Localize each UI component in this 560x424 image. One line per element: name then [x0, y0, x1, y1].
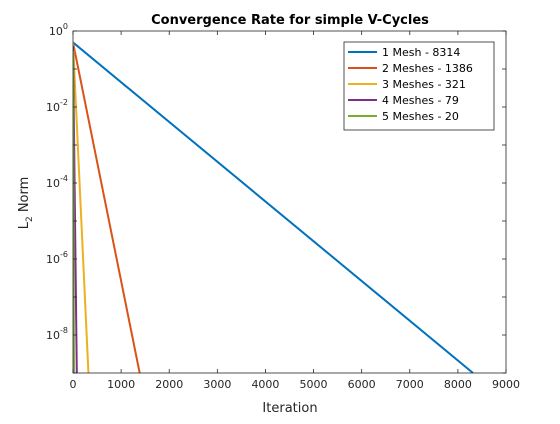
y-tick-label: 10-6 — [46, 250, 68, 266]
y-axis-label-rest: Norm — [17, 177, 32, 217]
y-axis-label-subscript: 2 — [25, 216, 35, 222]
axis-ticks: 0 1000 2000 3000 4000 5000 6000 7000 8000 9000 10-… — [46, 22, 520, 391]
legend-entry-1: 1 Mesh - 8314 — [382, 46, 460, 59]
legend-entry-4: 4 Meshes - 79 — [382, 94, 459, 107]
x-tick-label: 2000 — [155, 378, 183, 391]
axes-box — [72, 30, 507, 374]
x-tick-label: 7000 — [396, 378, 424, 391]
x-tick-label: 1000 — [107, 378, 135, 391]
legend: 1 Mesh - 8314 2 Meshes - 1386 3 Meshes - 3… — [343, 41, 495, 131]
x-tick-label: 6000 — [348, 378, 376, 391]
x-tick-label: 0 — [70, 378, 77, 391]
x-axis-label: Iteration — [262, 401, 317, 416]
legend-entry-2: 2 Meshes - 1386 — [382, 62, 473, 75]
chart-title: Convergence Rate for simple V-Cycles — [151, 13, 429, 28]
x-tick-label: 4000 — [251, 378, 279, 391]
x-tick-label: 8000 — [444, 378, 472, 391]
legend-entry-5: 5 Meshes - 20 — [382, 110, 459, 123]
x-tick-label: 5000 — [300, 378, 328, 391]
legend-entry-3: 3 Meshes - 321 — [382, 78, 466, 91]
series-line-3 — [73, 42, 90, 373]
x-tick-label: 9000 — [492, 378, 520, 391]
y-axis-label: L2 Norm — [17, 177, 35, 230]
series-line-2 — [73, 42, 141, 373]
y-tick-label: 10-2 — [46, 98, 68, 114]
x-tick-label: 3000 — [203, 378, 231, 391]
y-axis-label-main: L — [17, 221, 32, 229]
series-lines — [73, 41, 474, 373]
y-tick-label: 10-8 — [46, 326, 68, 342]
y-tick-label: 100 — [49, 22, 68, 38]
series-line-1 — [73, 41, 474, 373]
y-tick-label: 10-4 — [46, 174, 68, 190]
